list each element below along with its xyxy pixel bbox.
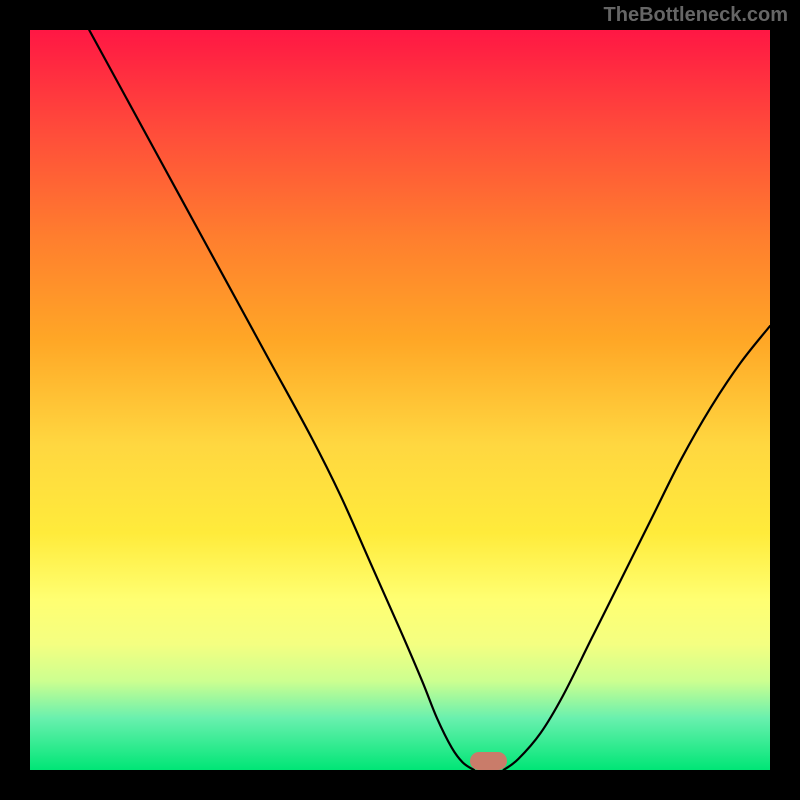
bottleneck-curve [0,0,800,800]
curve-right-branch [504,326,770,770]
chart-container: TheBottleneck.com [0,0,800,800]
watermark-text: TheBottleneck.com [604,4,788,27]
minimum-marker [470,752,507,770]
curve-left-branch [89,30,474,770]
